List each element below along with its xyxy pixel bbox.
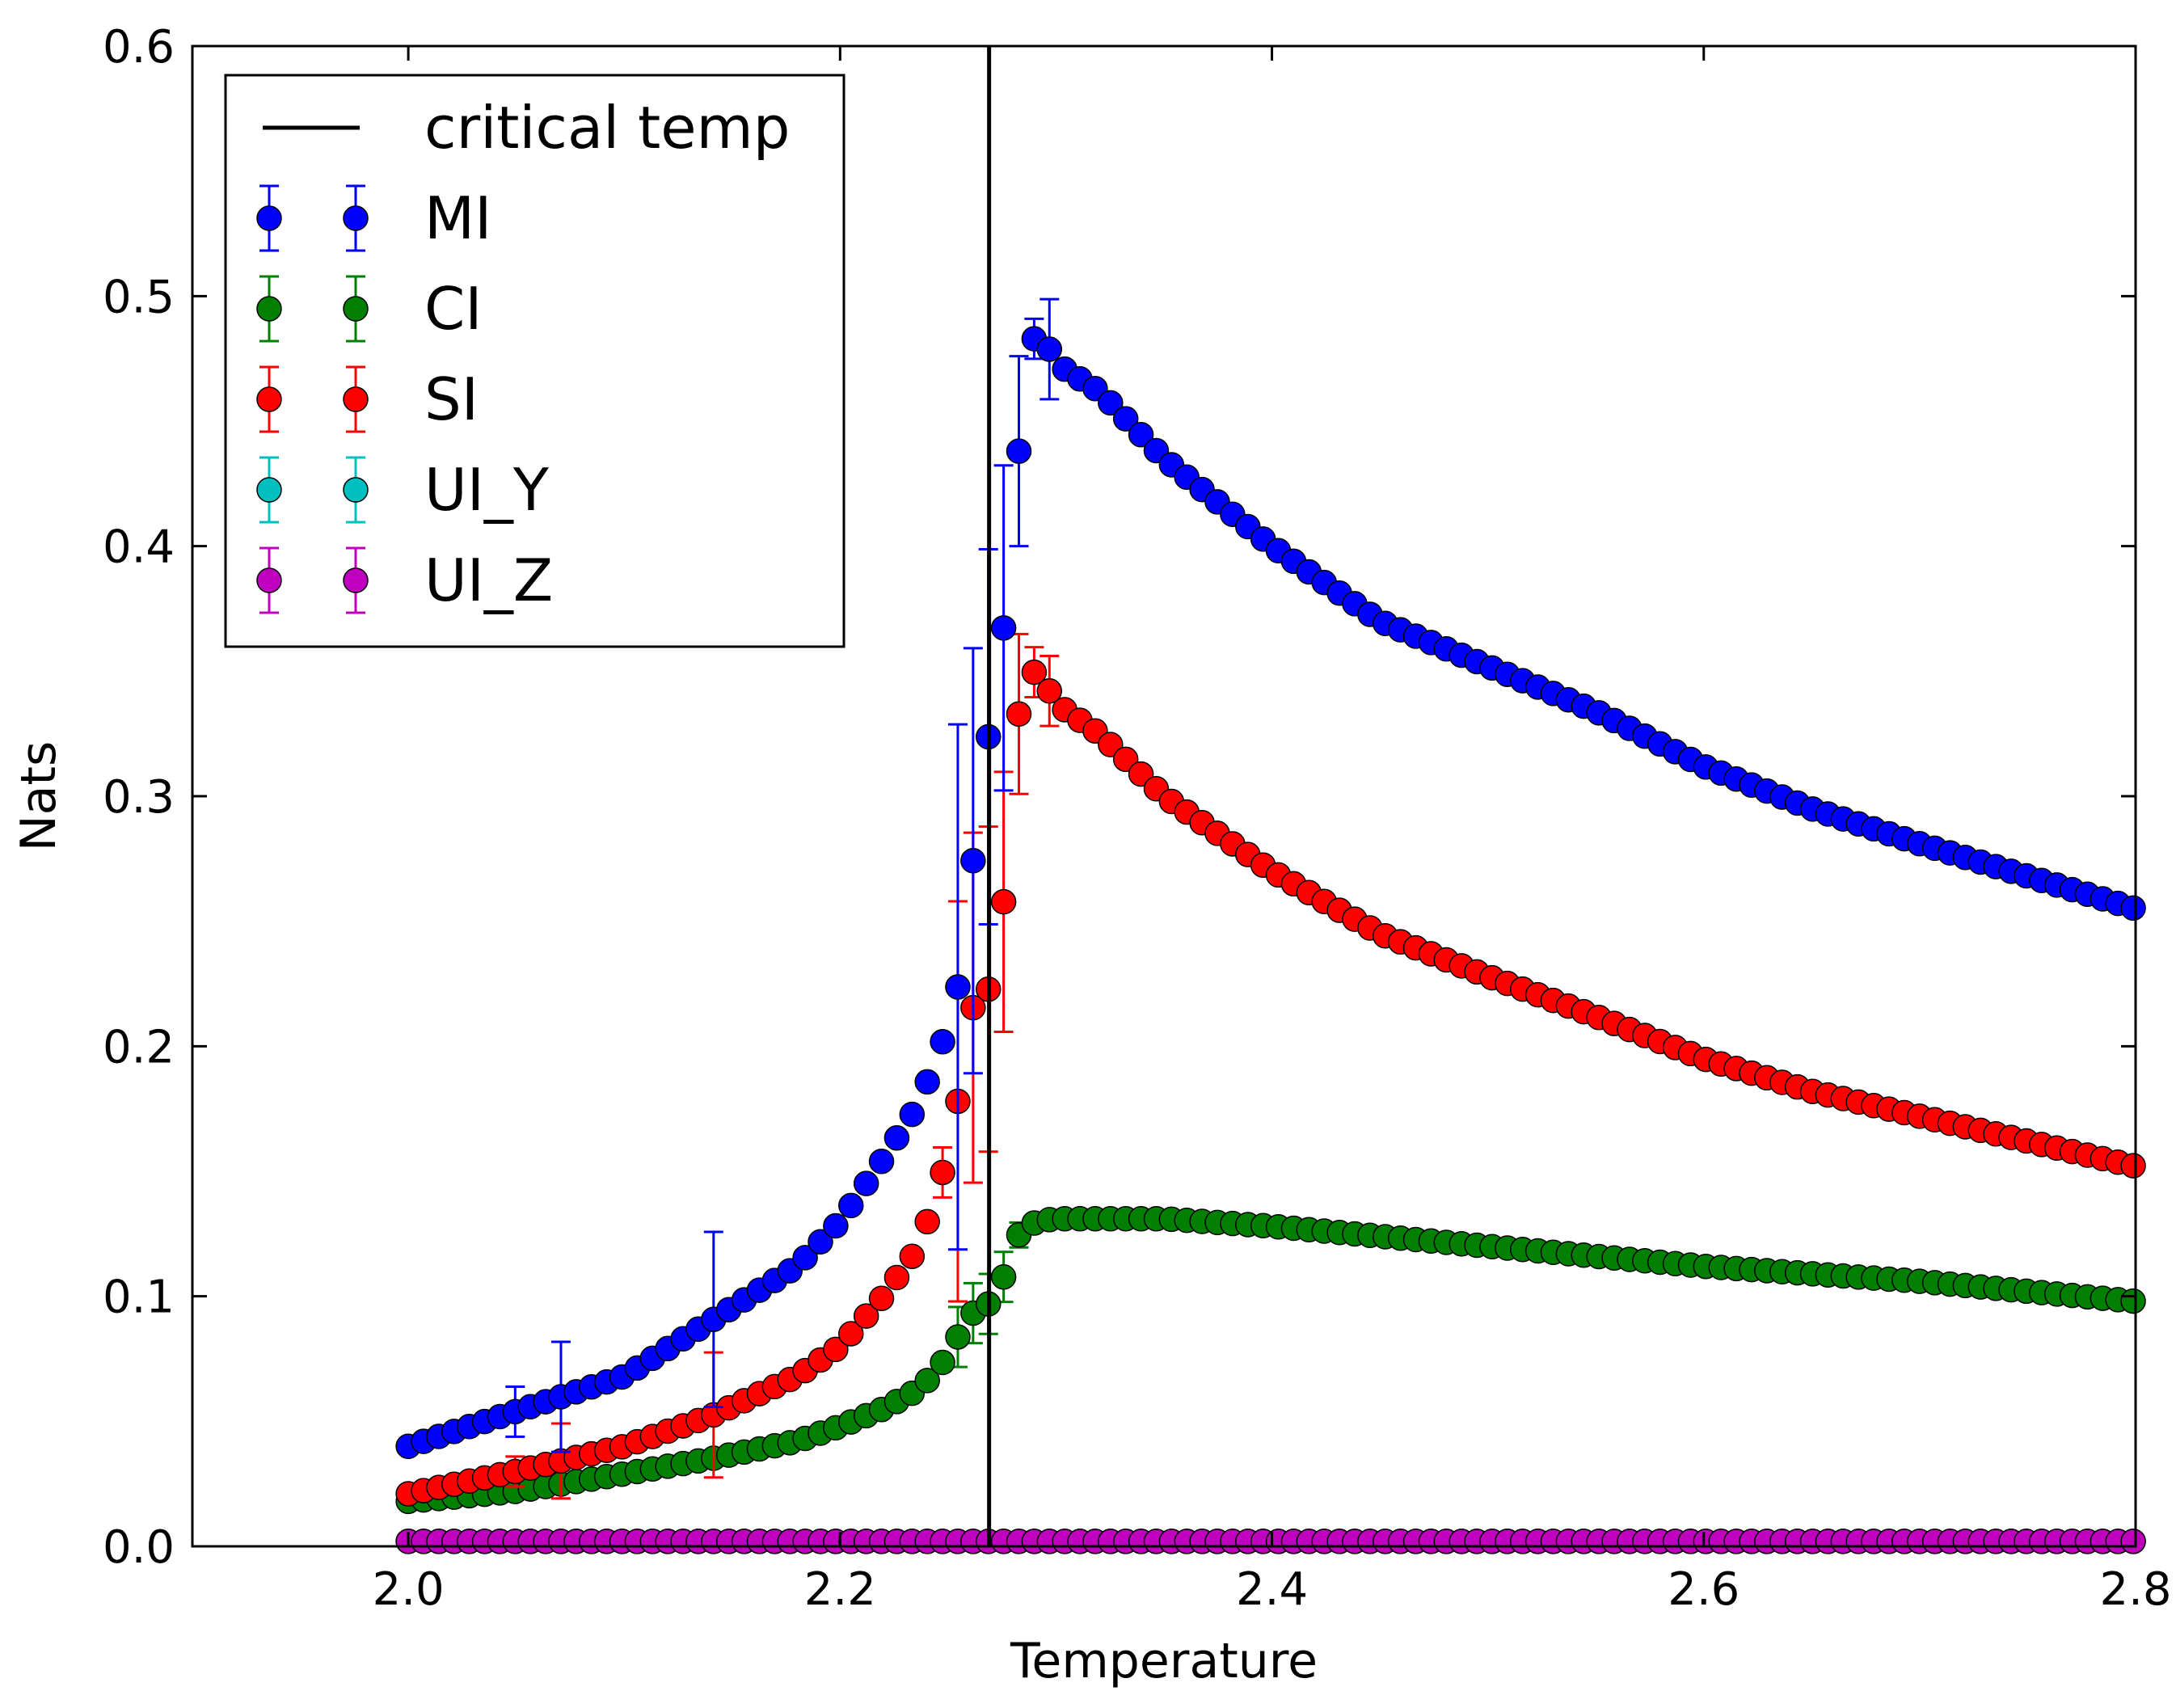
y-tick-label: 0.5 [103, 271, 175, 323]
data-point [883, 1125, 910, 1151]
y-tick-label: 0.4 [103, 521, 175, 574]
x-tick-label: 2.8 [2099, 1563, 2171, 1616]
data-point [1098, 390, 1124, 416]
data-point [868, 1148, 895, 1175]
legend-marker [256, 477, 282, 503]
data-point [990, 615, 1017, 641]
data-point [2120, 1153, 2146, 1179]
series-si [395, 632, 2146, 1507]
x-tick-label: 2.2 [804, 1563, 876, 1616]
data-point [823, 1212, 849, 1239]
data-point [883, 1264, 910, 1291]
data-point [868, 1285, 895, 1311]
y-tick-label: 0.1 [103, 1272, 175, 1324]
data-point [808, 1229, 833, 1255]
data-point [914, 1208, 940, 1235]
x-axis-label: Temperature [1010, 1633, 1318, 1689]
data-point [823, 1336, 849, 1363]
data-point [899, 1243, 926, 1270]
legend-marker [256, 296, 282, 322]
data-point [853, 1303, 879, 1329]
data-point [914, 1069, 940, 1095]
legend-label: SI [424, 365, 479, 433]
y-tick-label: 0.3 [103, 771, 175, 824]
data-point [1128, 422, 1154, 448]
legend: critical temp MI CI SI UI_Y UI_Z [224, 74, 846, 648]
y-tick-label: 0.2 [103, 1021, 175, 1073]
y-axis-label: Nats [11, 741, 67, 851]
legend-box [224, 74, 846, 648]
data-point [2120, 1529, 2146, 1554]
legend-label: UI_Y [424, 456, 550, 524]
legend-marker [256, 567, 282, 593]
data-point [1112, 406, 1139, 432]
data-point [945, 974, 971, 1000]
data-point [930, 1349, 955, 1376]
data-point [960, 848, 986, 874]
data-point [2120, 895, 2146, 921]
y-tick-label: 0.6 [103, 21, 175, 74]
data-point [2120, 1288, 2146, 1314]
legend-marker [343, 296, 369, 322]
legend-marker [256, 386, 282, 412]
x-tick-label: 2.0 [373, 1563, 445, 1616]
ticks-layer: 2.0 2.2 2.4 2.6 2.8 0.0 0.1 0.2 0.3 0.4 0.5 0.6 [103, 21, 2172, 1616]
data-point [1036, 336, 1063, 362]
data-point [838, 1192, 864, 1219]
data-point [930, 1028, 955, 1055]
data-point [990, 888, 1017, 915]
legend-label: MI [424, 184, 491, 252]
data-point [899, 1101, 926, 1128]
data-point [1006, 438, 1032, 464]
data-point [945, 1324, 971, 1350]
legend-marker [256, 205, 282, 231]
legend-marker [343, 205, 369, 231]
legend-marker [343, 567, 369, 593]
x-tick-label: 2.4 [1236, 1563, 1308, 1616]
x-tick-label: 2.6 [1668, 1563, 1740, 1616]
data-point [990, 1263, 1017, 1290]
legend-label: CI [424, 275, 483, 343]
data-point [838, 1321, 864, 1347]
data-point [914, 1368, 940, 1394]
legend-marker [343, 386, 369, 412]
legend-label: UI_Z [424, 546, 553, 614]
legend-label: critical temp [424, 94, 790, 162]
data-point [1021, 659, 1048, 685]
data-point [792, 1245, 818, 1271]
y-tick-label: 0.0 [103, 1521, 175, 1574]
data-point [853, 1170, 879, 1196]
data-point [930, 1159, 955, 1186]
data-point [1036, 678, 1063, 704]
legend-marker [343, 477, 369, 503]
data-point [1006, 701, 1032, 727]
